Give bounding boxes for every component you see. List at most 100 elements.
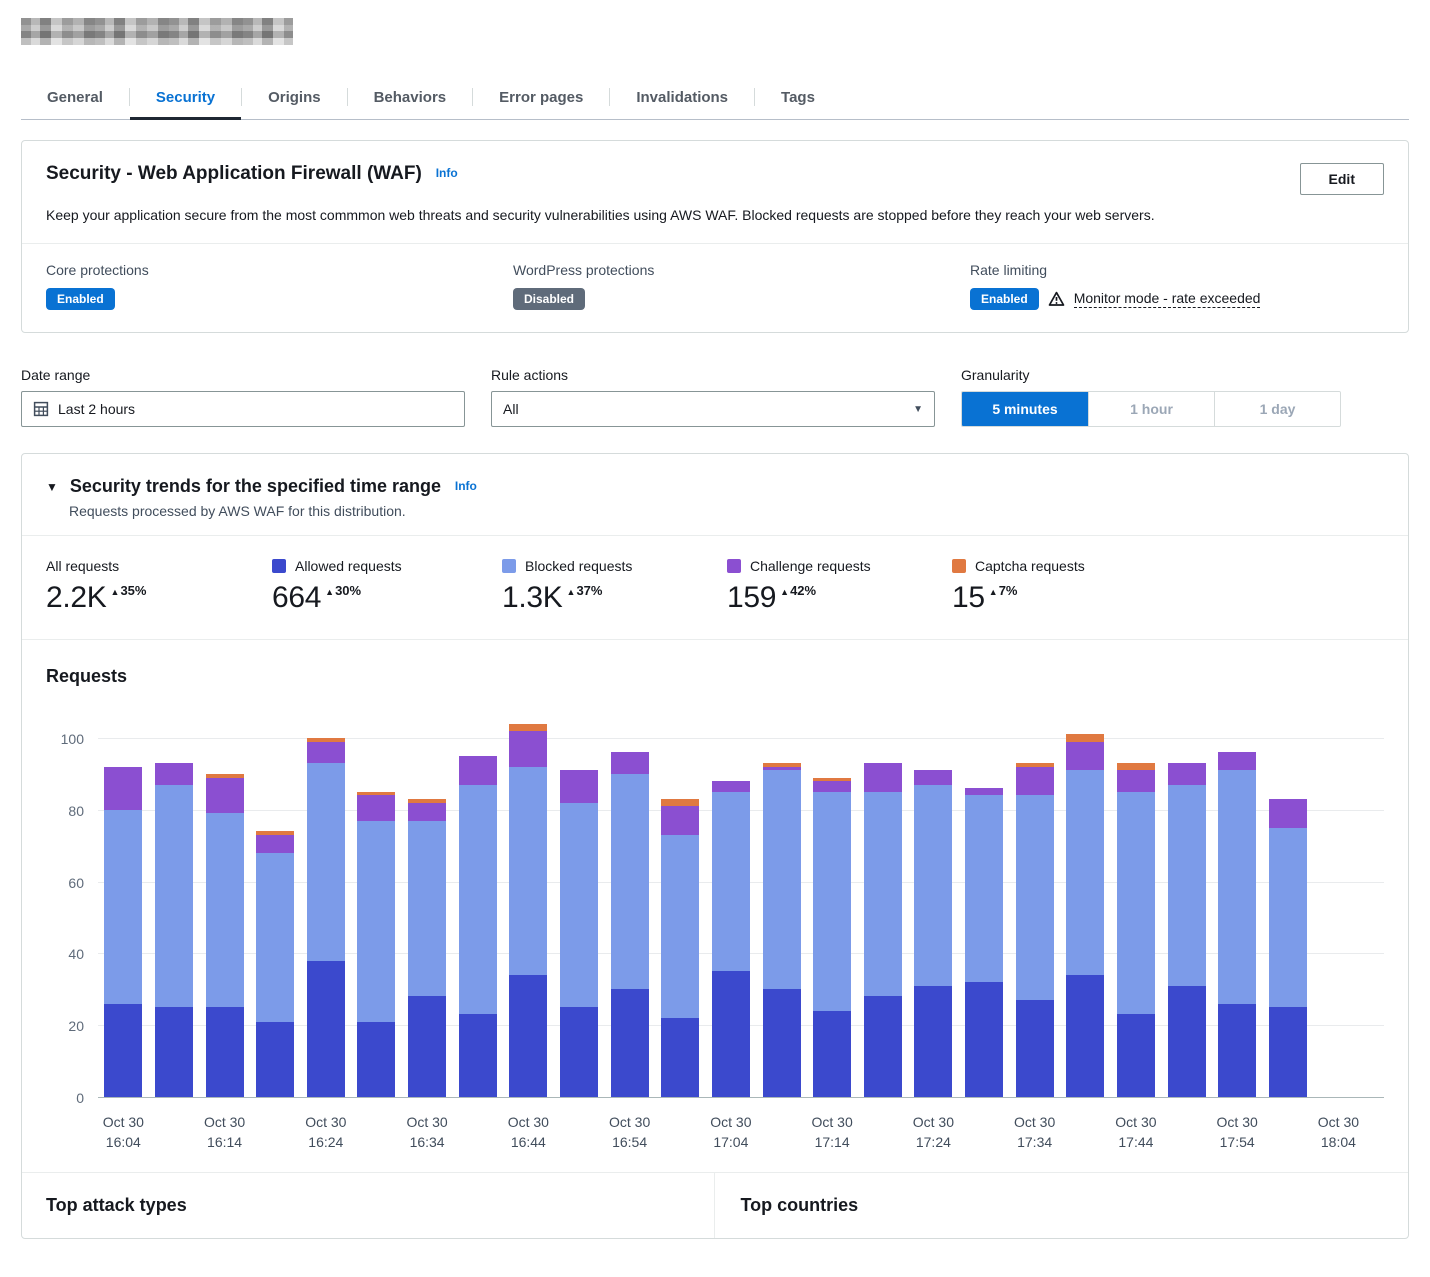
stacked-bar-16:44[interactable] (509, 723, 548, 1097)
gridline-100 (98, 738, 1384, 739)
segment-blocked-requests (1015, 795, 1054, 1001)
segment-challenge-requests (1015, 766, 1054, 796)
y-tick-label-60: 60 (68, 874, 84, 891)
stacked-bar-16:14[interactable] (205, 773, 244, 1097)
segment-blocked-requests (762, 770, 801, 990)
segment-allowed-requests (559, 1007, 598, 1097)
stacked-bar-17:59[interactable] (1268, 799, 1307, 1097)
legend-swatch-challenge (727, 559, 741, 573)
segment-challenge-requests (559, 770, 598, 803)
stacked-bar-17:44[interactable] (1116, 763, 1155, 1097)
trends-info-link[interactable]: Info (454, 479, 477, 493)
segment-challenge-requests (762, 766, 801, 771)
redacted-distribution-name (21, 18, 293, 45)
stacked-bar-16:04[interactable] (104, 766, 143, 1097)
legend-swatch-blocked (502, 559, 516, 573)
segment-blocked-requests (104, 809, 143, 1004)
y-tick-label-20: 20 (68, 1018, 84, 1035)
segment-blocked-requests (863, 791, 902, 997)
stacked-bar-17:39[interactable] (1066, 734, 1105, 1097)
segment-challenge-requests (154, 763, 193, 785)
waf-panel-heading: Security - Web Application Firewall (WAF… (46, 163, 458, 185)
metric-allowed-requests: Allowed requests 664 ▲30% (272, 558, 502, 615)
granularity-segmented-control: 5 minutes 1 hour 1 day (961, 391, 1341, 427)
rule-actions-filter: Rule actions All ▼ (491, 367, 935, 427)
granularity-option-1-hour[interactable]: 1 hour (1088, 392, 1214, 426)
tab-tags[interactable]: Tags (781, 89, 815, 106)
stacked-bar-17:49[interactable] (1167, 763, 1206, 1097)
trend-delta: ▲30% (325, 583, 362, 598)
metric-blocked-requests: Blocked requests 1.3K ▲37% (502, 558, 727, 615)
x-tick-16:04: Oct 30 16:04 (102, 1114, 144, 1150)
stacked-bar-17:04[interactable] (711, 781, 750, 1097)
segment-challenge-requests (711, 781, 750, 792)
segment-allowed-requests (813, 1010, 852, 1097)
segment-captcha-requests (256, 831, 295, 835)
granularity-option-1-day[interactable]: 1 day (1214, 392, 1340, 426)
tab-separator (472, 88, 474, 106)
y-tick-label-0: 0 (76, 1090, 84, 1106)
stacked-bar-17:19[interactable] (863, 763, 902, 1097)
calendar-icon (33, 401, 49, 417)
stacked-bar-17:34[interactable] (1015, 763, 1054, 1097)
tab-error-pages[interactable]: Error pages (499, 89, 584, 106)
segment-blocked-requests (458, 784, 497, 1015)
stacked-bar-16:39[interactable] (458, 755, 497, 1097)
stacked-bar-17:09[interactable] (762, 763, 801, 1097)
tab-invalidations[interactable]: Invalidations (636, 89, 729, 106)
segment-challenge-requests (458, 755, 497, 785)
edit-button[interactable]: Edit (1299, 163, 1384, 195)
rule-actions-select[interactable]: All ▼ (491, 391, 935, 427)
date-range-input[interactable]: Last 2 hours (21, 391, 465, 427)
stacked-bar-17:54[interactable] (1218, 752, 1257, 1097)
panel-divider (22, 243, 1408, 244)
stacked-bar-16:19[interactable] (256, 831, 295, 1097)
metric-label: Blocked requests (525, 558, 633, 574)
stacked-bar-17:14[interactable] (813, 777, 852, 1097)
segment-captcha-requests (762, 763, 801, 767)
stacked-bar-16:59[interactable] (661, 799, 700, 1097)
collapse-caret-icon[interactable]: ▼ (46, 480, 58, 494)
metrics-row: All requests 2.2K ▲35% Allowed requests 6… (22, 536, 1408, 639)
stacked-bar-16:24[interactable] (306, 738, 345, 1097)
x-tick-16:14: Oct 30 16:14 (203, 1114, 246, 1150)
segment-blocked-requests (813, 791, 852, 1011)
segment-challenge-requests (1116, 770, 1155, 792)
core-protections-column: Core protections Enabled (46, 262, 513, 310)
rate-limiting-column: Rate limiting Enabled Monitor mode - rat… (970, 262, 1384, 310)
segment-blocked-requests (661, 834, 700, 1019)
segment-captcha-requests (408, 799, 447, 803)
segment-blocked-requests (1268, 827, 1307, 1008)
stacked-bar-16:29[interactable] (357, 791, 396, 1097)
stacked-bar-16:09[interactable] (154, 763, 193, 1097)
stacked-bar-17:24[interactable] (914, 770, 953, 1097)
segment-captcha-requests (1116, 763, 1155, 771)
segment-allowed-requests (965, 982, 1004, 1097)
stacked-bar-17:29[interactable] (965, 788, 1004, 1097)
tab-behaviors[interactable]: Behaviors (373, 89, 447, 106)
segment-blocked-requests (509, 766, 548, 975)
segment-challenge-requests (509, 730, 548, 767)
granularity-filter: Granularity 5 minutes 1 hour 1 day (961, 367, 1341, 427)
granularity-option-5-minutes[interactable]: 5 minutes (962, 392, 1088, 426)
segment-challenge-requests (306, 741, 345, 764)
metric-all-requests: All requests 2.2K ▲35% (46, 558, 272, 615)
waf-info-link[interactable]: Info (435, 166, 458, 180)
segment-allowed-requests (610, 989, 649, 1097)
tab-separator (609, 88, 611, 106)
segment-blocked-requests (1167, 784, 1206, 986)
segment-challenge-requests (104, 766, 143, 810)
segment-blocked-requests (559, 802, 598, 1008)
legend-swatch-captcha (952, 559, 966, 573)
segment-allowed-requests (408, 996, 447, 1097)
rate-limiting-label: Rate limiting (970, 262, 1048, 278)
tab-security[interactable]: Security (129, 75, 242, 120)
tab-general[interactable]: General (47, 89, 103, 106)
gridline-0 (98, 1097, 1384, 1098)
stacked-bar-16:49[interactable] (559, 770, 598, 1097)
tab-origins[interactable]: Origins (268, 89, 321, 106)
waf-description: Keep your application secure from the mo… (46, 207, 1155, 223)
wordpress-protections-status-badge: Disabled (513, 288, 586, 310)
stacked-bar-16:54[interactable] (610, 752, 649, 1097)
stacked-bar-16:34[interactable] (408, 799, 447, 1097)
